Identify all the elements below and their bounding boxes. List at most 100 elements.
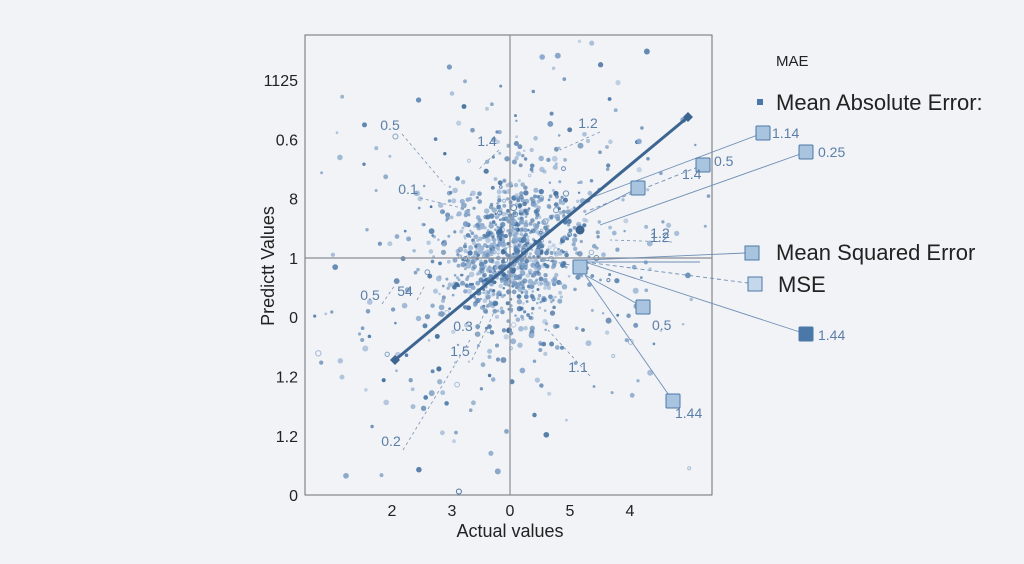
data-point [456, 343, 460, 347]
data-point [468, 245, 474, 251]
data-point [453, 274, 457, 277]
data-point [554, 295, 557, 299]
data-point [538, 276, 544, 282]
data-point [394, 234, 400, 239]
data-point [426, 240, 431, 246]
data-point [661, 220, 665, 224]
data-point [466, 158, 471, 163]
data-point [536, 288, 540, 291]
data-point [639, 276, 643, 279]
data-point [430, 303, 435, 308]
data-point [541, 219, 547, 225]
data-point [528, 231, 532, 235]
regression-start-marker [390, 355, 400, 365]
data-point [424, 269, 431, 275]
data-point [579, 239, 583, 244]
data-point [499, 306, 504, 310]
callout-square [798, 144, 814, 160]
data-point [488, 288, 493, 292]
data-point [453, 230, 457, 234]
data-point [646, 240, 653, 247]
data-point [585, 340, 592, 347]
data-point [477, 199, 483, 204]
data-point [362, 162, 366, 166]
data-point [585, 138, 591, 144]
data-point [530, 312, 534, 315]
callout-square [665, 393, 681, 409]
callout-value-label: 1.4 [682, 166, 702, 182]
data-point [455, 176, 460, 181]
data-point [440, 298, 446, 303]
data-point [432, 255, 435, 258]
data-point [533, 203, 538, 208]
data-point [449, 91, 455, 96]
data-point [557, 298, 563, 304]
data-point [534, 225, 537, 229]
data-point [573, 361, 578, 365]
data-point [491, 220, 496, 224]
data-point [549, 250, 554, 255]
data-point [488, 450, 494, 456]
data-point [706, 194, 711, 198]
y-axis-label: Predictt Values [258, 206, 278, 326]
data-point [415, 315, 422, 322]
data-point [608, 225, 612, 230]
data-point [491, 247, 496, 251]
data-point [448, 185, 452, 188]
data-point [529, 325, 535, 331]
data-point [510, 322, 517, 328]
data-point [607, 97, 612, 101]
data-point [436, 366, 442, 372]
data-point [330, 252, 336, 257]
legend-label: Mean Absolute Error: [776, 90, 983, 115]
data-point [485, 237, 491, 243]
data-point [493, 270, 497, 273]
data-point [416, 267, 420, 272]
callout-leader [584, 187, 639, 216]
data-point [582, 223, 587, 228]
data-point [500, 221, 506, 228]
y-tick-label: 1 [289, 251, 298, 268]
annotation-leader [416, 284, 426, 301]
data-point [433, 137, 438, 141]
data-point [493, 228, 497, 231]
callout-square [630, 180, 646, 196]
data-point [403, 229, 407, 233]
data-point [427, 273, 433, 279]
data-point [535, 261, 540, 265]
data-point [551, 243, 556, 248]
data-point [454, 381, 460, 388]
data-point [503, 179, 506, 183]
data-point [559, 295, 563, 299]
data-point [528, 221, 533, 226]
data-point [492, 300, 499, 307]
x-tick-label: 0 [506, 503, 515, 520]
data-point [604, 330, 610, 335]
data-point [519, 191, 524, 196]
data-point [549, 341, 555, 347]
data-point [495, 130, 499, 134]
data-point [582, 131, 587, 137]
data-point [565, 418, 568, 422]
data-point [674, 230, 680, 237]
x-tick-label: 5 [566, 503, 575, 520]
data-point [513, 182, 519, 188]
data-point [614, 278, 620, 284]
data-point [534, 216, 539, 220]
data-point [551, 265, 555, 270]
data-point [558, 198, 563, 203]
data-point [490, 102, 494, 107]
data-point [416, 466, 422, 473]
data-point [538, 347, 543, 353]
data-point [447, 282, 453, 288]
data-point [482, 298, 488, 304]
point-annotation-label: 1.4 [477, 133, 497, 149]
callout-value-label: 0.5 [652, 317, 672, 333]
data-point [531, 306, 535, 311]
data-point [599, 278, 602, 282]
data-point [495, 357, 501, 362]
data-point [589, 179, 594, 183]
data-point [608, 139, 613, 145]
data-point [455, 488, 462, 495]
